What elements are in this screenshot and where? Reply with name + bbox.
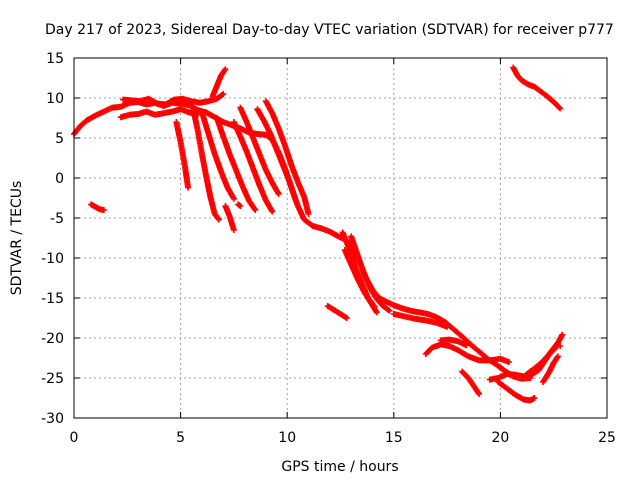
y-tick-label: -15 <box>41 291 64 307</box>
y-tick-label: -30 <box>41 411 64 427</box>
data-point <box>220 91 227 97</box>
series-drop-m <box>341 247 380 316</box>
data-point <box>386 307 393 314</box>
series-drop-a <box>173 119 192 191</box>
y-tick-label: 10 <box>46 91 64 107</box>
data-point <box>275 191 282 197</box>
data-point <box>557 105 564 112</box>
data-points <box>71 64 566 404</box>
grid <box>74 58 607 418</box>
x-tick-label: 5 <box>176 430 185 446</box>
data-point <box>463 342 470 349</box>
data-point <box>292 197 299 204</box>
data-point <box>100 207 107 213</box>
series-drop-r <box>459 368 483 397</box>
data-point <box>252 207 259 213</box>
series-drop-f <box>237 104 282 197</box>
series-drop-b <box>190 107 222 223</box>
data-point <box>559 331 566 338</box>
data-point <box>552 344 559 351</box>
data-point <box>269 208 276 215</box>
series-drop-d <box>213 115 259 213</box>
data-point <box>237 203 244 209</box>
series-arc-late <box>510 64 564 112</box>
axis-ticks: 0 5 10 15 20 25 -30 -25 -20 -15 -10 -5 0 5 10 15 <box>41 51 616 446</box>
data-point <box>556 104 563 111</box>
y-tick-label: 0 <box>55 171 64 187</box>
series-arc-p <box>422 341 512 365</box>
data-point <box>215 215 222 222</box>
series-drop-e <box>230 119 276 215</box>
x-tick-label: 10 <box>278 430 296 446</box>
data-point <box>476 391 483 397</box>
data-point <box>230 227 237 233</box>
data-point <box>554 353 561 360</box>
data-point <box>531 395 538 401</box>
data-point <box>373 309 380 316</box>
y-tick-label: -20 <box>41 331 64 347</box>
series-drop-v <box>540 353 561 385</box>
data-point <box>551 345 558 352</box>
y-tick-label: -25 <box>41 371 64 387</box>
x-tick-label: 20 <box>491 430 509 446</box>
data-point <box>305 211 312 217</box>
series-main-track <box>71 99 534 382</box>
data-point <box>505 359 512 365</box>
data-point <box>230 195 237 202</box>
series-arc-q <box>437 336 470 349</box>
series-drop-h <box>262 98 312 217</box>
x-tick-label: 25 <box>598 430 616 446</box>
series-arc-s <box>495 379 538 404</box>
x-tick-label: 0 <box>70 430 79 446</box>
x-tick-label: 15 <box>385 430 403 446</box>
x-axis-label: GPS time / hours <box>281 459 398 475</box>
series-arc-n <box>324 303 350 321</box>
series-arc-morning <box>209 66 229 100</box>
data-point <box>222 66 229 73</box>
y-tick-label: 15 <box>46 51 64 67</box>
series-drop-g <box>254 106 299 204</box>
data-point <box>185 184 192 191</box>
data-point <box>557 343 564 349</box>
series-band-o <box>390 311 451 330</box>
data-point <box>444 323 451 330</box>
y-tick-label: 5 <box>55 131 64 147</box>
chart-title: Day 217 of 2023, Sidereal Day-to-day VTE… <box>45 22 614 38</box>
series-drop-c <box>198 109 237 202</box>
series-arc-u <box>522 344 559 378</box>
series-arc-early <box>88 201 107 213</box>
y-axis-label: SDTVAR / TECUs <box>9 181 25 296</box>
series-dot-j <box>235 201 244 209</box>
series-main-track-lower <box>117 106 201 121</box>
data-point <box>343 315 350 321</box>
plot-frame <box>73 57 608 419</box>
series-dot-w <box>557 343 564 349</box>
y-tick-label: -5 <box>50 211 64 227</box>
series-main-track-upper <box>120 91 227 108</box>
series-drop-i <box>222 203 237 233</box>
data-point <box>215 216 222 223</box>
series-drop-l <box>348 233 393 314</box>
y-tick-label: -10 <box>41 251 64 267</box>
